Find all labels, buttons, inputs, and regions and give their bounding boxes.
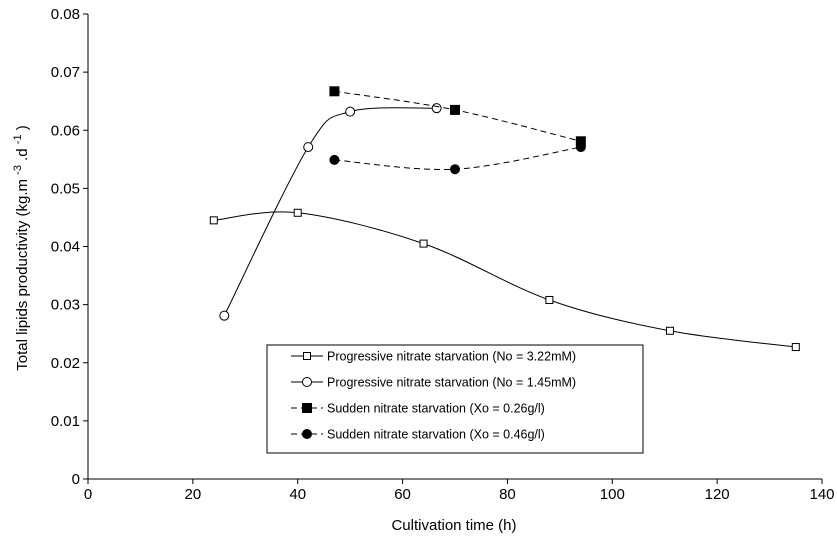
y-tick-label: 0.06 — [51, 122, 80, 139]
data-point — [431, 103, 442, 114]
ticks: 0 20 40 60 80 100 120 140 0 0.01 0.02 0.03 0.04 0.05 0… — [51, 6, 835, 503]
data-point — [791, 343, 800, 352]
x-axis-title: Cultivation time (h) — [391, 517, 516, 534]
legend-marker — [303, 352, 311, 360]
legend-marker — [302, 403, 312, 413]
data-point — [450, 104, 460, 115]
data-point — [545, 295, 554, 304]
legend-entry: Sudden nitrate starvation (Xo = 0.46g/l) — [291, 428, 545, 442]
x-tick-label: 140 — [809, 486, 834, 503]
data-point — [419, 239, 428, 248]
x-tick-label: 120 — [705, 486, 730, 503]
data-point — [450, 164, 460, 175]
x-tick-label: 100 — [600, 486, 625, 503]
legend-label: Sudden nitrate starvation (Xo = 0.46g/l) — [327, 428, 545, 442]
series-4 — [329, 142, 586, 175]
legend-label: Sudden nitrate starvation (Xo = 0.26g/l) — [327, 402, 545, 416]
y-tick-label: 0.03 — [51, 297, 80, 314]
legend-marker — [302, 429, 312, 439]
data-point — [329, 154, 340, 165]
y-tick-label: 0.07 — [51, 64, 80, 81]
x-tick-label: 80 — [499, 486, 516, 503]
data-point — [293, 208, 302, 217]
series-line — [334, 90, 581, 142]
x-tick-label: 0 — [84, 486, 92, 503]
legend-entry: Progressive nitrate starvation (No = 1.4… — [291, 376, 576, 390]
y-tick-label: 0.04 — [51, 239, 80, 256]
data-point — [329, 86, 340, 97]
legend: Progressive nitrate starvation (No = 3.2… — [266, 344, 644, 454]
series-layer — [209, 86, 800, 352]
y-axis-title-main: Total lipids productivity (kg.m — [14, 179, 31, 371]
series-line — [223, 107, 437, 316]
data-point — [209, 216, 218, 225]
x-tick-label: 20 — [185, 486, 202, 503]
series-line — [213, 211, 796, 348]
legend-entry: Sudden nitrate starvation (Xo = 0.26g/l) — [291, 402, 545, 416]
data-point — [665, 326, 674, 335]
y-axis-title-exp1: -3 — [12, 165, 24, 175]
y-tick-label: 0.01 — [51, 413, 80, 430]
series-1 — [209, 208, 800, 352]
legend-label: Progressive nitrate starvation (No = 3.2… — [327, 350, 576, 364]
data-point — [345, 106, 356, 117]
legend-marker — [302, 377, 312, 387]
x-tick-label: 60 — [394, 486, 411, 503]
legend-entry: Progressive nitrate starvation (No = 3.2… — [291, 350, 576, 364]
y-tick-label: 0 — [72, 471, 80, 488]
y-tick-label: 0.02 — [51, 355, 80, 372]
series-2 — [219, 103, 442, 321]
y-axis-title-end: ) — [14, 125, 31, 130]
y-tick-label: 0.08 — [51, 6, 80, 23]
data-point — [219, 310, 230, 321]
y-axis-title-mid: .d — [14, 148, 31, 161]
data-point — [303, 142, 314, 153]
y-axis-title-exp2: -1 — [12, 134, 24, 144]
legend-label: Progressive nitrate starvation (No = 1.4… — [327, 376, 576, 390]
data-point — [575, 142, 586, 153]
y-axis-title: Total lipids productivity (kg.m -3 .d -1… — [12, 125, 31, 371]
x-tick-label: 40 — [289, 486, 306, 503]
series-3 — [329, 86, 586, 147]
y-tick-label: 0.05 — [51, 180, 80, 197]
legend-box — [266, 344, 644, 454]
